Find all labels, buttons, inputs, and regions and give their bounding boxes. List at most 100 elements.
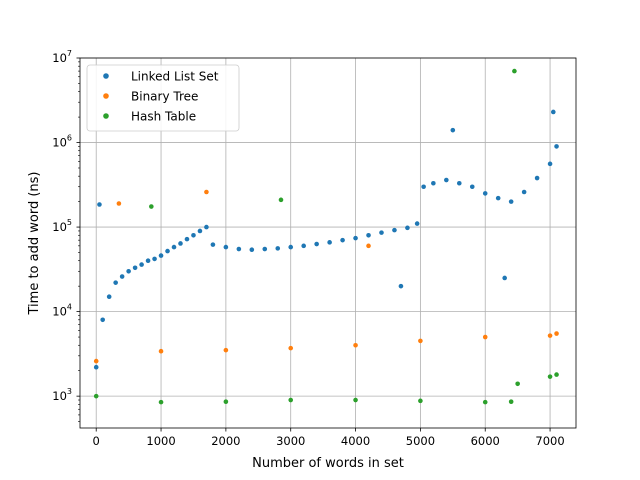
x-axis-ticks: 0 1000 2000 3000 4000 5000 6000 7000 bbox=[93, 428, 565, 448]
data-point bbox=[508, 399, 514, 404]
y-tick-label: 107 bbox=[52, 49, 72, 65]
data-point bbox=[139, 262, 144, 267]
data-point bbox=[158, 253, 164, 258]
data-point bbox=[554, 144, 559, 149]
legend-marker bbox=[103, 113, 109, 119]
data-point bbox=[353, 397, 358, 403]
data-point bbox=[379, 230, 384, 235]
y-tick-label: 106 bbox=[52, 134, 72, 150]
data-point bbox=[113, 280, 118, 285]
x-tick-label: 0 bbox=[93, 434, 100, 448]
data-point bbox=[444, 177, 449, 183]
data-point bbox=[515, 381, 520, 387]
x-tick-label: 5000 bbox=[406, 434, 435, 448]
data-point bbox=[100, 317, 105, 323]
data-point bbox=[288, 345, 294, 351]
data-point bbox=[184, 236, 190, 242]
data-point bbox=[495, 195, 501, 201]
y-tick-label: 105 bbox=[52, 218, 72, 234]
x-tick-label: 6000 bbox=[471, 434, 500, 448]
data-point bbox=[482, 334, 488, 340]
data-point bbox=[521, 189, 527, 195]
data-point bbox=[353, 342, 358, 348]
data-point bbox=[158, 399, 164, 405]
data-point bbox=[223, 347, 229, 353]
data-point bbox=[158, 348, 164, 354]
data-point bbox=[152, 256, 157, 262]
data-point bbox=[223, 244, 229, 250]
data-point bbox=[301, 243, 306, 249]
plot-frame bbox=[79, 57, 577, 429]
data-point bbox=[223, 399, 229, 404]
data-point bbox=[414, 221, 420, 226]
data-point bbox=[106, 294, 112, 300]
y-tick-label: 104 bbox=[52, 303, 72, 319]
data-point bbox=[547, 374, 553, 379]
data-point bbox=[353, 235, 358, 241]
x-tick-label: 3000 bbox=[276, 434, 305, 448]
data-point bbox=[93, 358, 99, 364]
data-point bbox=[534, 175, 540, 181]
data-point bbox=[191, 232, 196, 238]
data-point bbox=[512, 68, 517, 74]
x-tick-label: 1000 bbox=[146, 434, 175, 448]
data-point bbox=[288, 397, 294, 403]
legend-label: Linked List Set bbox=[131, 70, 219, 84]
data-point bbox=[278, 197, 284, 203]
data-point bbox=[116, 201, 122, 206]
data-point bbox=[482, 191, 488, 196]
data-point bbox=[288, 244, 294, 250]
series-1 bbox=[93, 189, 559, 364]
data-point bbox=[204, 189, 209, 195]
legend-label: Hash Table bbox=[131, 110, 196, 124]
data-point bbox=[210, 242, 216, 247]
legend-marker bbox=[103, 93, 109, 99]
data-point bbox=[450, 127, 456, 133]
data-point bbox=[554, 331, 559, 336]
series-0 bbox=[93, 109, 559, 370]
data-point bbox=[126, 268, 131, 274]
data-point bbox=[392, 227, 397, 233]
data-point bbox=[508, 199, 514, 204]
legend-marker bbox=[103, 73, 109, 79]
legend-box bbox=[86, 64, 240, 132]
data-point bbox=[554, 372, 559, 377]
series-2 bbox=[93, 68, 559, 405]
data-point bbox=[551, 109, 556, 115]
data-point bbox=[405, 225, 410, 231]
x-tick-label: 2000 bbox=[211, 434, 240, 448]
data-point bbox=[340, 237, 345, 243]
x-tick-label: 7000 bbox=[535, 434, 564, 448]
x-tick-label: 4000 bbox=[341, 434, 370, 448]
data-point bbox=[275, 246, 281, 251]
data-point bbox=[204, 224, 209, 230]
data-point bbox=[421, 184, 426, 190]
y-axis-label: Time to add word (ns) bbox=[27, 172, 42, 316]
data-point bbox=[502, 275, 507, 281]
data-point bbox=[93, 393, 99, 399]
data-point bbox=[236, 246, 242, 252]
legend: Linked List Set Binary Tree Hash Table bbox=[86, 64, 240, 132]
data-point bbox=[366, 232, 371, 238]
data-point bbox=[314, 241, 319, 247]
y-tick-label: 103 bbox=[52, 387, 72, 403]
y-axis-ticks: 103 104 105 106 107 bbox=[52, 49, 80, 422]
data-point bbox=[132, 265, 138, 271]
data-point bbox=[547, 161, 553, 167]
data-point bbox=[149, 204, 154, 209]
data-point bbox=[197, 228, 203, 234]
data-point bbox=[165, 248, 170, 254]
data-point bbox=[93, 364, 99, 370]
data-point bbox=[482, 399, 488, 405]
data-point bbox=[262, 246, 268, 252]
data-point bbox=[178, 241, 183, 246]
data-point bbox=[418, 338, 423, 344]
data-point bbox=[145, 258, 151, 264]
x-axis-label: Number of words in set bbox=[252, 456, 404, 471]
data-point bbox=[398, 283, 404, 289]
data-points bbox=[93, 68, 559, 405]
legend-label: Binary Tree bbox=[131, 90, 198, 104]
data-point bbox=[327, 240, 332, 245]
data-point bbox=[97, 202, 102, 207]
